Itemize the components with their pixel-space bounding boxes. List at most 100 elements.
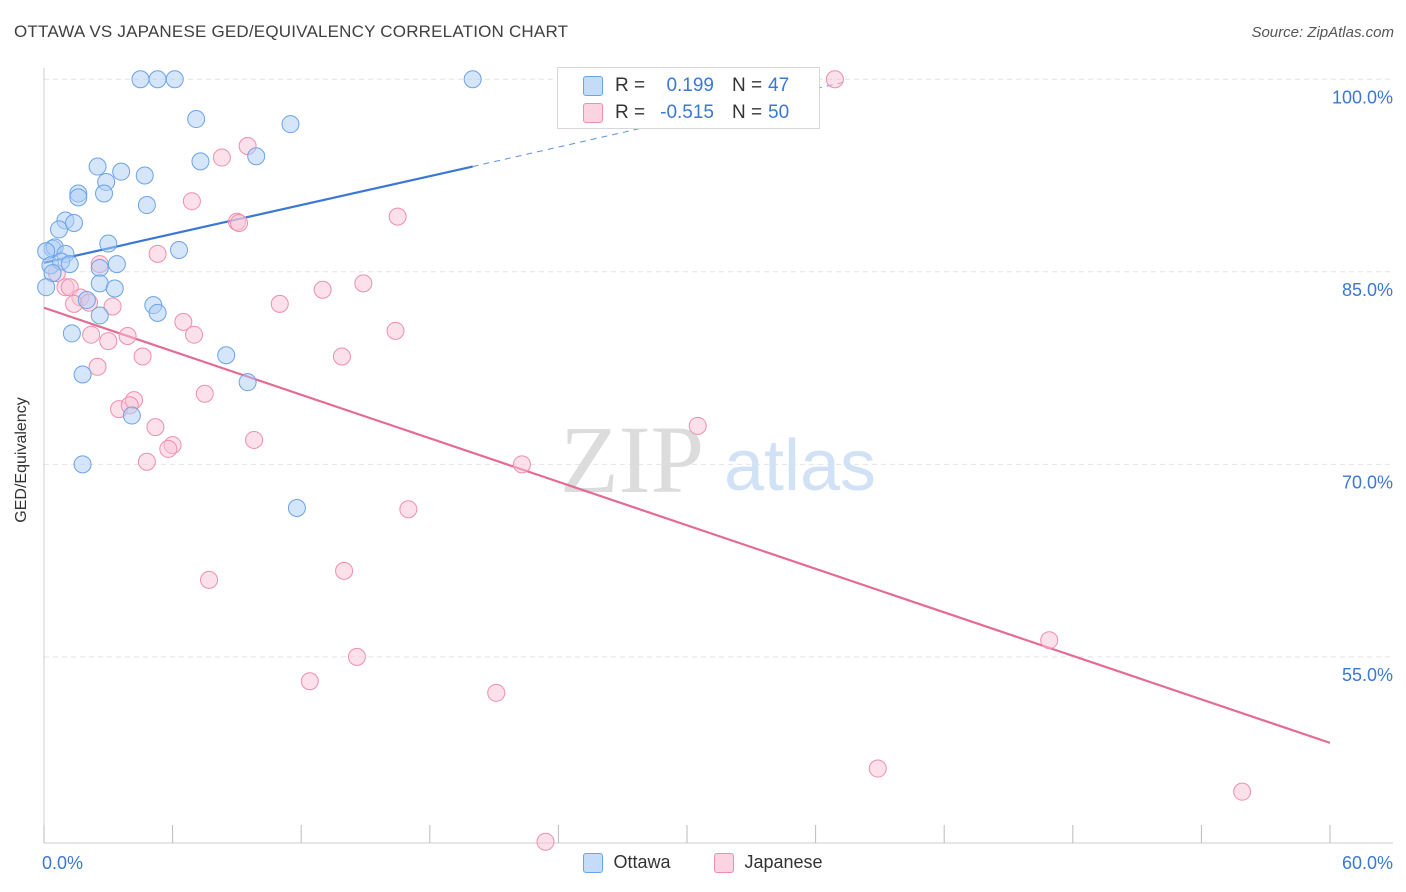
japanese-point — [354, 274, 373, 293]
ottawa-point — [191, 152, 210, 171]
ottawa-point — [73, 455, 92, 474]
source-credit: Source: ZipAtlas.com — [1251, 24, 1394, 41]
stats-row-japanese: R = -0.515 N = 50 — [558, 99, 819, 127]
ottawa-point — [112, 162, 131, 181]
ottawa-point — [238, 373, 257, 392]
ottawa-point — [77, 291, 96, 310]
r-label: R = — [615, 102, 646, 123]
watermark-atlas: atlas — [724, 426, 876, 506]
ottawa-point — [247, 147, 266, 166]
ottawa-point — [135, 166, 154, 185]
japanese-point — [386, 321, 405, 340]
japanese-point — [347, 647, 366, 666]
n-label: N = — [732, 75, 763, 96]
chart-title: OTTAWA VS JAPANESE GED/EQUIVALENCY CORRE… — [14, 22, 569, 41]
ottawa-point — [73, 365, 92, 384]
japanese-point — [388, 207, 407, 226]
ottawa-point — [122, 406, 141, 425]
ottawa-point — [65, 214, 84, 233]
ottawa-point — [95, 184, 114, 203]
r-value: 0.199 — [666, 75, 714, 96]
watermark-zip: ZIP — [560, 406, 704, 513]
ottawa-point — [105, 279, 124, 298]
stats-legend: R = 0.199 N = 47 R = -0.515 N = 50 — [557, 67, 820, 129]
ottawa-point — [107, 255, 126, 274]
japanese-point — [146, 418, 165, 437]
ottawa-point — [62, 324, 81, 343]
ottawa-points — [37, 70, 482, 517]
japanese-point — [313, 280, 332, 299]
japanese-point — [270, 294, 289, 313]
ottawa-swatch — [583, 76, 603, 96]
japanese-point — [536, 832, 555, 851]
ottawa-point — [148, 70, 167, 89]
tick-labels: 100.0% 85.0% 70.0% 55.0% 0.0% 60.0% — [42, 87, 1393, 873]
axes — [43, 68, 1393, 844]
ottawa-point — [60, 255, 79, 274]
japanese-point — [487, 683, 506, 702]
r-label: R = — [615, 75, 646, 96]
watermark: ZIP atlas — [560, 406, 876, 513]
legend-item-ottawa[interactable]: Ottawa — [583, 852, 670, 873]
ottawa-point — [99, 234, 118, 253]
japanese-point — [182, 192, 201, 211]
japanese-points — [47, 70, 1252, 851]
japanese-point — [399, 500, 418, 519]
ottawa-point — [90, 306, 109, 325]
ottawa-point — [131, 70, 150, 89]
japanese-point — [245, 430, 264, 449]
ottawa-point — [170, 240, 189, 259]
legend-item-japanese[interactable]: Japanese — [714, 852, 823, 873]
japanese-point — [512, 455, 531, 474]
series-legend: Ottawa Japanese — [0, 852, 1406, 873]
japanese-swatch — [714, 852, 735, 873]
japanese-point — [200, 570, 219, 589]
ottawa-point — [287, 498, 306, 517]
stats-row-ottawa: R = 0.199 N = 47 — [558, 72, 819, 100]
japanese-swatch — [583, 103, 603, 123]
y-tick-label: 85.0% — [1342, 280, 1393, 300]
y-tick-label: 100.0% — [1332, 87, 1393, 107]
japanese-point — [137, 452, 156, 471]
japanese-point — [335, 561, 354, 580]
gridlines — [44, 78, 1393, 658]
japanese-point — [133, 347, 152, 366]
japanese-point — [148, 244, 167, 263]
y-tick-label: 55.0% — [1342, 665, 1393, 685]
japanese-point — [82, 325, 101, 344]
japanese-point — [195, 384, 214, 403]
y-tick-label: 70.0% — [1342, 472, 1393, 492]
japanese-point — [868, 759, 887, 778]
japanese-point — [332, 347, 351, 366]
legend-label-japanese: Japanese — [744, 852, 823, 872]
n-label: N = — [732, 102, 763, 123]
japanese-trend-solid — [43, 306, 1331, 744]
ottawa-point — [37, 278, 56, 297]
japanese-point — [159, 439, 178, 458]
ottawa-point — [90, 258, 109, 277]
japanese-point — [212, 148, 231, 167]
ottawa-swatch — [583, 852, 604, 873]
n-value: 47 — [768, 75, 790, 96]
ottawa-point — [90, 274, 109, 293]
r-value: -0.515 — [660, 102, 714, 123]
japanese-point — [230, 214, 249, 233]
legend-label-ottawa: Ottawa — [613, 852, 671, 872]
ottawa-point — [281, 115, 300, 134]
ottawa-point — [148, 303, 167, 322]
japanese-point — [174, 312, 193, 331]
ottawa-point — [88, 157, 107, 176]
japanese-point — [118, 326, 137, 345]
ottawa-point — [217, 346, 236, 365]
ottawa-point — [463, 70, 482, 89]
japanese-point — [99, 332, 118, 351]
japanese-point — [1233, 782, 1252, 801]
japanese-point — [688, 416, 707, 435]
japanese-point — [1040, 631, 1059, 650]
japanese-point — [103, 297, 122, 316]
ottawa-point — [69, 188, 88, 207]
x-tick-label: 60.0% — [1342, 853, 1393, 873]
japanese-point — [88, 357, 107, 376]
x-tick-label: 0.0% — [42, 853, 83, 873]
